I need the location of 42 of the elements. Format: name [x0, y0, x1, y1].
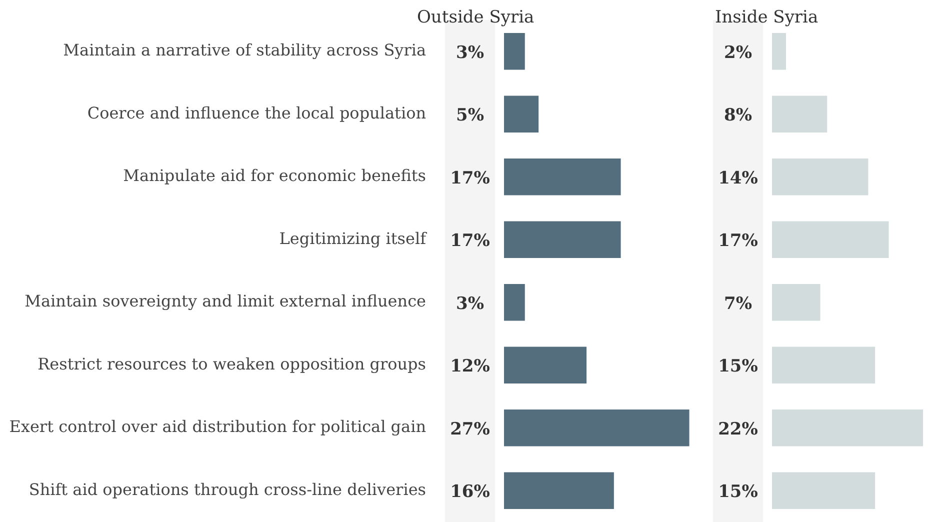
- data-label: 2%: [724, 42, 752, 63]
- y-tick-label: Legitimizing itself: [279, 228, 428, 248]
- data-label: 14%: [718, 168, 758, 188]
- data-label: 17%: [450, 231, 490, 252]
- y-tick-label: Maintain a narrative of stability across Syria: [63, 40, 426, 60]
- data-label: 15%: [718, 482, 758, 502]
- y-tick-label: Coerce and influence the local population: [87, 103, 426, 122]
- bar: [504, 158, 621, 196]
- bar: [772, 33, 786, 70]
- y-tick-label: Exert control over aid distribution for political gain: [9, 417, 426, 436]
- bar: [772, 284, 820, 321]
- data-label: 15%: [718, 356, 758, 377]
- chart-title: Outside Syria: [417, 7, 534, 28]
- data-label: 3%: [456, 42, 484, 63]
- bar: [772, 410, 924, 446]
- bar: [504, 472, 614, 509]
- data-label: 5%: [456, 106, 484, 126]
- bar: [772, 472, 876, 509]
- data-label: 17%: [718, 231, 758, 252]
- data-label: 3%: [456, 294, 484, 314]
- data-label: 7%: [724, 294, 752, 314]
- bar: [504, 221, 621, 258]
- y-tick-label: Shift aid operations through cross-line deliveries: [28, 480, 426, 499]
- y-tick-label: Restrict resources to weaken opposition groups: [38, 354, 426, 374]
- data-label: 27%: [450, 419, 490, 440]
- bar: [772, 96, 828, 132]
- bar: [504, 346, 587, 384]
- data-label: 12%: [450, 356, 490, 377]
- bar: [772, 346, 876, 384]
- y-tick-label: Maintain sovereignty and limit external influence: [24, 292, 426, 311]
- data-label: 8%: [724, 106, 752, 126]
- data-label: 16%: [450, 482, 490, 502]
- bar: [772, 158, 868, 196]
- data-label: 17%: [450, 168, 490, 188]
- y-tick-label: Manipulate aid for economic benefits: [123, 166, 426, 186]
- bar: [504, 33, 525, 70]
- data-label: 22%: [718, 419, 758, 440]
- bar: [504, 410, 690, 446]
- bar: [504, 96, 539, 132]
- bar: [504, 284, 525, 321]
- bar: [772, 221, 889, 258]
- chart-title: Inside Syria: [715, 7, 818, 28]
